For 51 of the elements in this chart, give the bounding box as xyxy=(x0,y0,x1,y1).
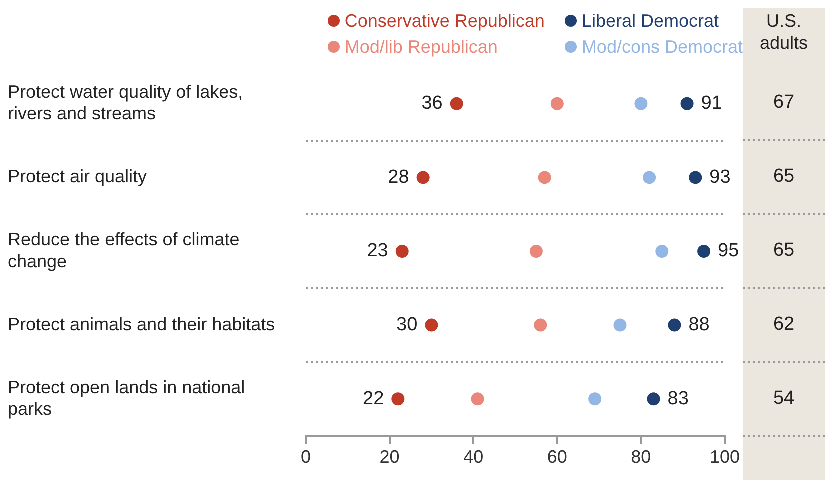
point xyxy=(656,245,669,258)
data-label: 65 xyxy=(773,166,795,188)
x-tick-label: 20 xyxy=(380,446,400,467)
data-label: 62 xyxy=(773,314,795,336)
point xyxy=(450,97,464,110)
text: U.S. adults xyxy=(758,10,810,55)
data-label: 23 xyxy=(367,240,388,262)
point xyxy=(425,318,438,332)
point xyxy=(396,245,409,258)
y-tick-label: Protect water quality of lakes, rivers and streams xyxy=(8,82,244,124)
point xyxy=(416,171,430,184)
y-tick-label: Protect animals and their habitats xyxy=(8,314,276,334)
point xyxy=(680,97,694,110)
point xyxy=(634,97,648,110)
legend-label: Mod/lib Republican xyxy=(344,36,498,58)
point xyxy=(588,392,602,406)
data-label: 91 xyxy=(701,93,722,114)
point xyxy=(530,245,543,258)
data-label: 28 xyxy=(388,166,410,188)
data-label: 54 xyxy=(773,388,795,410)
x-tick-label: 40 xyxy=(464,446,484,467)
point xyxy=(614,318,627,332)
data-label: 95 xyxy=(718,240,740,262)
point xyxy=(643,171,656,184)
y-tick-label: Protect air quality xyxy=(8,166,148,187)
data-label: 22 xyxy=(363,388,384,410)
data-label: 83 xyxy=(668,388,689,410)
data-label: 36 xyxy=(422,93,443,114)
data-label: 30 xyxy=(396,314,418,336)
point xyxy=(647,392,660,406)
point xyxy=(534,318,548,332)
point xyxy=(392,392,405,406)
x-tick-label: 80 xyxy=(631,446,652,467)
data-label: 93 xyxy=(710,166,731,188)
point xyxy=(689,171,702,184)
point xyxy=(538,171,552,184)
x-tick-label: 100 xyxy=(710,446,740,467)
x-tick-label: 60 xyxy=(547,446,568,467)
x-tick-label: 0 xyxy=(300,446,312,467)
legend-label: Conservative Republican xyxy=(344,10,545,32)
point xyxy=(668,318,682,332)
point xyxy=(550,97,564,110)
point xyxy=(698,245,711,258)
data-label: 65 xyxy=(773,240,795,262)
data-label: 67 xyxy=(773,92,795,114)
legend-label: Liberal Democrat xyxy=(582,10,719,32)
y-tick-label: Reduce the effects of climate change xyxy=(8,230,240,272)
point xyxy=(471,392,484,406)
data-label: 88 xyxy=(688,314,710,336)
legend-label: Mod/cons Democrat xyxy=(582,36,743,58)
y-tick-label: Protect open lands in national parks xyxy=(8,377,246,419)
